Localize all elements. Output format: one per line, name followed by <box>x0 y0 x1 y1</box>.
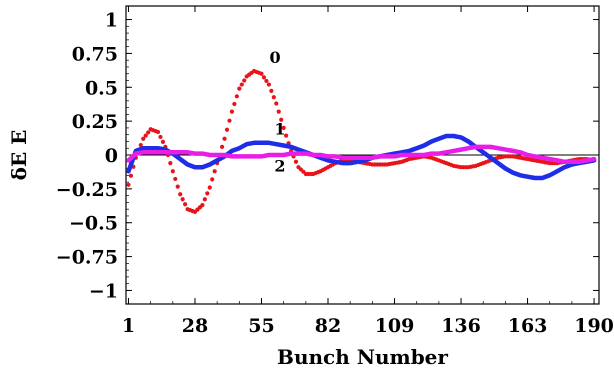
series-0-point <box>183 202 188 207</box>
x-tick-label: 82 <box>315 315 341 337</box>
series-0-point <box>146 130 151 135</box>
series-0-point <box>141 136 146 141</box>
series-0-point <box>239 82 244 87</box>
series-1-line <box>126 133 597 181</box>
series-0-point <box>219 144 225 149</box>
series-0-point <box>200 203 205 208</box>
y-tick-label: 0.5 <box>85 77 118 99</box>
x-tick-label: 136 <box>441 315 481 337</box>
x-tick-label: 28 <box>182 315 208 337</box>
y-tick-label: 1 <box>105 10 118 32</box>
y-tick-label: −1 <box>89 280 118 302</box>
series-0-dots <box>126 68 597 214</box>
curve-label-2: 2 <box>274 156 285 175</box>
series-0-point <box>279 117 284 122</box>
series-0-point <box>274 101 279 106</box>
series-0-point <box>281 125 286 131</box>
y-tick-label: −0.5 <box>69 213 118 235</box>
series-0-point <box>143 133 148 138</box>
series-0-point <box>227 118 232 123</box>
series-0-point <box>224 127 230 132</box>
series-0-point <box>155 129 161 135</box>
y-axis-title: δE E <box>7 130 31 181</box>
x-tick-label: 163 <box>508 315 548 337</box>
y-axis: 1 0.75 0.5 0.25 0 −0.25 −0.5 −0.75 −1 <box>56 10 599 302</box>
curve-label-1: 1 <box>274 120 285 139</box>
series-0-point <box>212 169 217 174</box>
series-0-point <box>126 182 131 187</box>
y-tick-label: 0 <box>105 145 118 167</box>
series-0-point <box>284 133 289 138</box>
series-0-point <box>173 176 178 182</box>
series-0-point <box>175 184 180 189</box>
y-tick-label: 0.25 <box>72 111 118 133</box>
series-0-point <box>264 78 269 84</box>
series-0-point <box>234 94 239 99</box>
series-0-point <box>205 191 210 196</box>
series-0-point <box>138 142 143 148</box>
series-2-line <box>126 144 597 165</box>
series-0-point <box>293 159 299 164</box>
series-0-point <box>261 75 267 80</box>
series-0-point <box>160 139 166 145</box>
y-tick-label: −0.25 <box>56 179 118 201</box>
series-0-point <box>170 169 175 174</box>
series-0-point <box>202 197 207 202</box>
x-tick-label: 1 <box>122 315 135 337</box>
x-axis-title: Bunch Number <box>277 345 448 369</box>
series-0-point <box>269 88 274 93</box>
series-0-point <box>237 86 242 91</box>
series-0-point <box>222 136 227 141</box>
series-0-point <box>210 177 215 182</box>
series-0-point <box>158 134 163 140</box>
series-0-point <box>168 161 173 166</box>
x-tick-label: 190 <box>574 315 614 337</box>
series-0-point <box>207 185 212 190</box>
x-tick-label: 109 <box>375 315 415 337</box>
curve-labels: 0 1 2 <box>269 48 285 175</box>
y-tick-label: 0.75 <box>72 43 118 65</box>
series-0-point <box>232 101 237 107</box>
series-0-point <box>271 95 276 100</box>
series-0-point <box>229 109 235 114</box>
series-0-point <box>180 197 185 202</box>
series-0-point <box>178 192 183 197</box>
series-0-point <box>128 173 134 178</box>
series-layer <box>126 68 597 214</box>
x-axis: 1 28 55 82 109 136 163 190 <box>122 6 614 337</box>
series-0-point <box>259 71 264 76</box>
curve-label-0: 0 <box>269 48 280 67</box>
series-0-point <box>242 78 247 83</box>
series-0-point <box>276 109 281 114</box>
y-tick-label: −0.75 <box>56 247 118 269</box>
x-tick-label: 55 <box>248 315 274 337</box>
series-0-point <box>266 82 271 87</box>
